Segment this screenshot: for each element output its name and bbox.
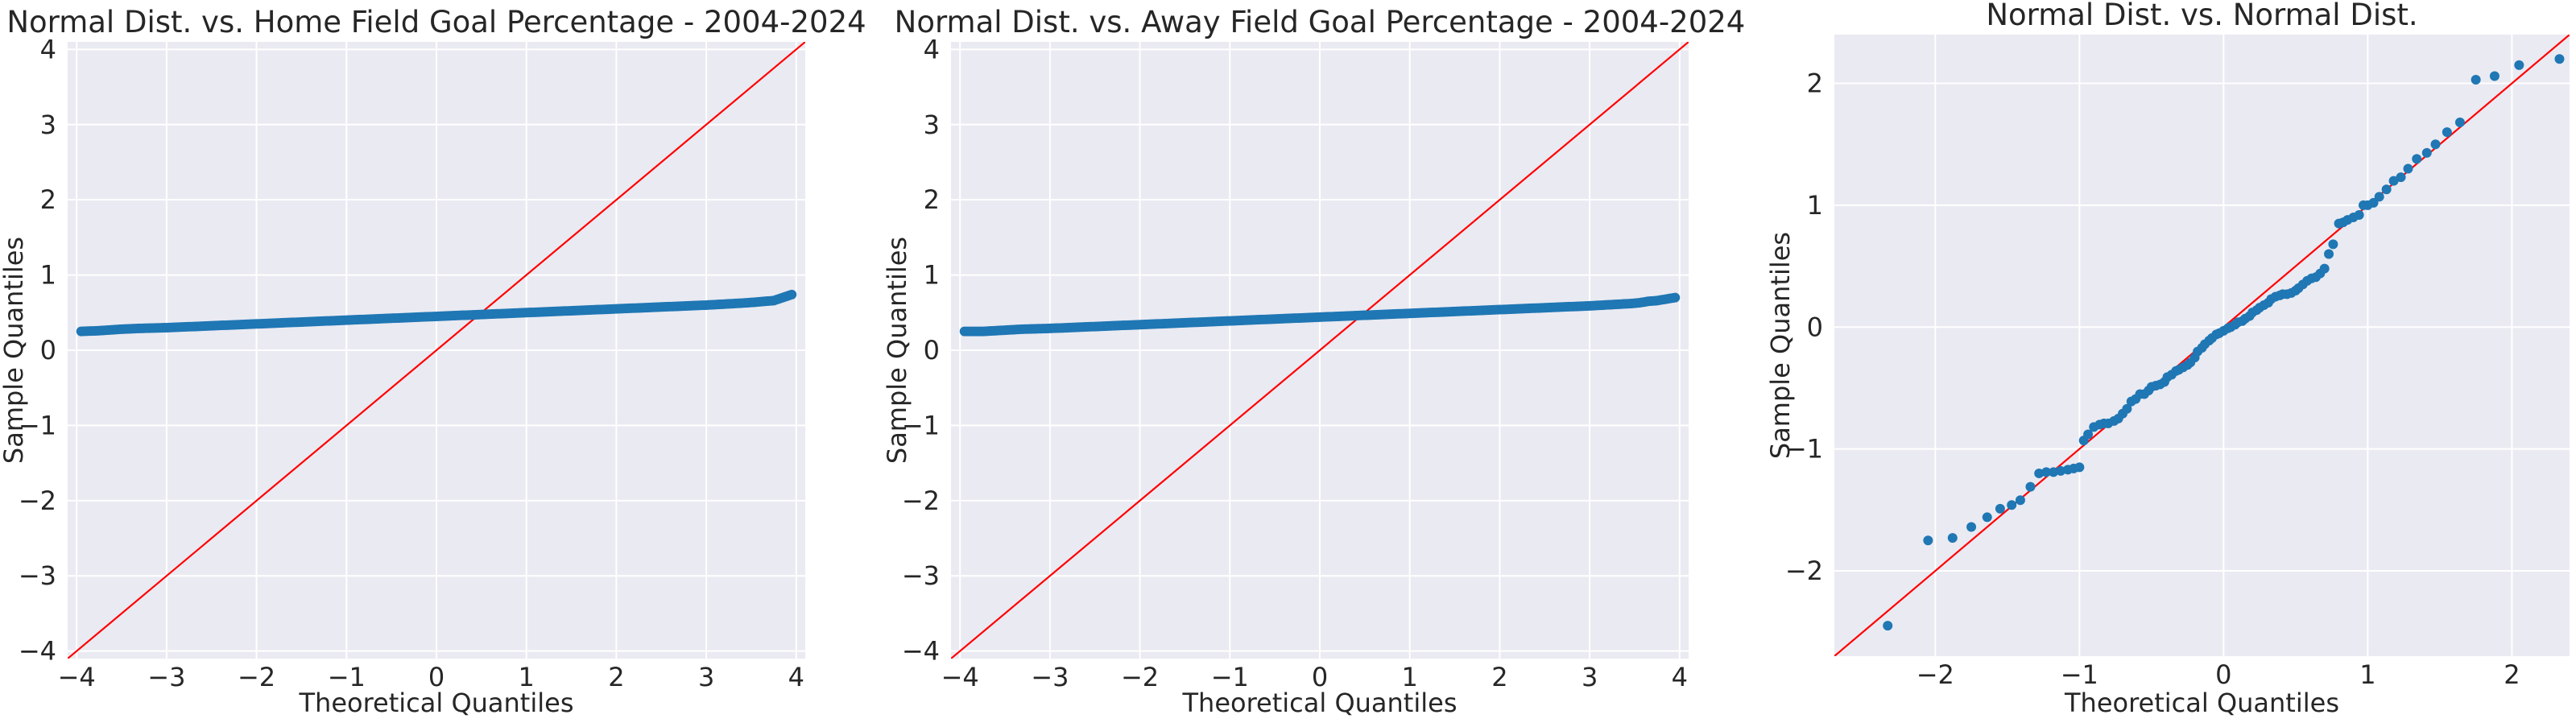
x-axis-label: Theoretical Quantiles (299, 688, 574, 718)
y-tick-label: 3 (924, 109, 940, 140)
x-tick-label: 2 (1491, 662, 1507, 692)
data-point (2368, 197, 2379, 208)
x-tick-label: −2 (238, 662, 275, 692)
x-tick-label: 0 (428, 662, 444, 692)
x-tick-label: 1 (519, 662, 535, 692)
data-point (2471, 75, 2481, 85)
data-point (2049, 467, 2059, 477)
y-tick-label: −1 (902, 410, 940, 440)
y-tick-label: −4 (902, 636, 940, 667)
x-tick-label: 2 (2504, 659, 2520, 690)
reference-line (951, 42, 1689, 659)
x-tick-label: 3 (1582, 662, 1598, 692)
data-point (1923, 535, 1933, 546)
x-tick-label: −3 (1031, 662, 1069, 692)
y-tick-label: 2 (40, 184, 56, 215)
y-tick-label: 1 (40, 260, 56, 291)
y-tick-label: −3 (19, 560, 56, 591)
x-tick-label: 1 (2359, 659, 2375, 690)
y-axis-label: Sample Quantiles (1765, 232, 1796, 459)
data-point (2514, 60, 2524, 70)
data-point (2074, 462, 2085, 473)
data-point (2319, 263, 2330, 274)
data-point (2328, 239, 2338, 250)
y-tick-label: 2 (1807, 68, 1823, 99)
data-point (2421, 147, 2432, 158)
data-point (2396, 172, 2406, 183)
y-tick-label: 4 (924, 34, 940, 64)
x-tick-label: 2 (608, 662, 624, 692)
data-point (787, 289, 797, 300)
qq-panel-normal: −2 −1 0 1 2 −2 −1 0 1 2 Normal Dist. vs. Normal Di… (1765, 0, 2570, 718)
y-tick-label: 0 (924, 335, 940, 366)
data-point (2324, 249, 2334, 259)
x-tick-label: −4 (941, 662, 979, 692)
x-tick-label: −2 (1916, 659, 1954, 690)
data-point (2554, 54, 2565, 64)
data-point (1982, 512, 1992, 523)
y-tick-label: −1 (19, 410, 56, 440)
x-tick-label: −1 (2061, 659, 2098, 690)
y-tick-label: −2 (902, 485, 940, 516)
data-point (2034, 468, 2045, 478)
x-tick-label: 0 (1312, 662, 1328, 692)
data-point (2403, 163, 2413, 174)
y-tick-label: −3 (902, 560, 940, 591)
x-tick-label: 0 (2215, 659, 2231, 690)
data-point (2083, 429, 2094, 440)
x-tick-label: −2 (1121, 662, 1159, 692)
x-axis-label: Theoretical Quantiles (2064, 688, 2339, 718)
y-tick-label: −2 (1785, 556, 1823, 586)
reference-line (68, 42, 805, 659)
data-point (2374, 192, 2384, 202)
data-point (2454, 117, 2465, 127)
x-tick-label: 3 (698, 662, 714, 692)
data-point (2442, 127, 2452, 138)
x-tick-label: 4 (788, 662, 804, 692)
x-tick-label: −1 (1211, 662, 1249, 692)
data-point (2412, 154, 2422, 164)
y-tick-label: 0 (40, 335, 56, 366)
data-point (1947, 533, 1958, 543)
y-tick-label: −2 (19, 485, 56, 516)
x-axis-label: Theoretical Quantiles (1182, 688, 1458, 718)
data-point (1670, 292, 1681, 303)
y-tick-label: 4 (40, 34, 56, 64)
data-point (2122, 403, 2132, 414)
data-point (2025, 481, 2036, 492)
y-axis-label: Sample Quantiles (882, 237, 912, 464)
data-point (1995, 503, 2005, 514)
data-point (2381, 184, 2392, 195)
data-point (2041, 467, 2052, 477)
data-point (2354, 210, 2364, 221)
x-tick-label: 4 (1672, 662, 1688, 692)
data-point (2007, 500, 2017, 510)
x-tick-label: 1 (1402, 662, 1418, 692)
x-tick-label: −3 (147, 662, 185, 692)
data-point (2388, 176, 2399, 186)
chart-title: Normal Dist. vs. Away Field Goal Percent… (895, 5, 1746, 39)
data-point (2489, 71, 2500, 81)
y-tick-label: 1 (924, 260, 940, 291)
y-tick-label: 3 (40, 109, 56, 140)
y-tick-label: −4 (19, 636, 56, 667)
chart-title: Normal Dist. vs. Normal Dist. (1986, 0, 2417, 32)
y-tick-label: 0 (1807, 312, 1823, 342)
data-point (1883, 621, 1893, 631)
x-tick-label: −1 (328, 662, 366, 692)
y-tick-label: 2 (924, 184, 940, 215)
data-point (2056, 465, 2066, 476)
x-tick-label: −4 (58, 662, 96, 692)
chart-title: Normal Dist. vs. Home Field Goal Percent… (6, 5, 866, 39)
y-tick-label: 1 (1807, 190, 1823, 221)
y-axis-label: Sample Quantiles (0, 237, 29, 464)
data-point (1966, 522, 1977, 532)
data-point (2430, 139, 2441, 150)
data-point (2015, 495, 2025, 506)
y-tick-label: −1 (1785, 434, 1823, 465)
